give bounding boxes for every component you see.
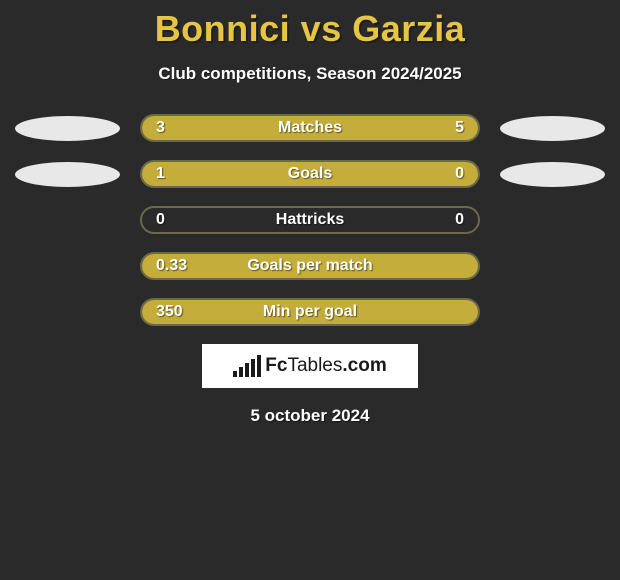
- comparison-container: Bonnici vs Garzia Club competitions, Sea…: [0, 0, 620, 426]
- stat-label: Goals per match: [247, 257, 372, 275]
- stat-row-goals-per-match: 0.33 Goals per match: [0, 252, 620, 280]
- stat-value-right: 5: [455, 119, 464, 137]
- stat-value-left: 0.33: [156, 257, 187, 275]
- oval-spacer: [500, 208, 605, 233]
- oval-spacer: [15, 300, 120, 325]
- stat-value-left: 1: [156, 165, 165, 183]
- stats-area: 3 Matches 5 1 Goals 0: [0, 114, 620, 326]
- stat-row-goals: 1 Goals 0: [0, 160, 620, 188]
- stat-value-right: 0: [455, 165, 464, 183]
- subtitle: Club competitions, Season 2024/2025: [0, 64, 620, 84]
- stat-bar: 350 Min per goal: [140, 298, 480, 326]
- logo-text-a: Fc: [265, 355, 287, 376]
- page-title: Bonnici vs Garzia: [0, 8, 620, 50]
- stat-bar: 3 Matches 5: [140, 114, 480, 142]
- stat-label: Hattricks: [276, 211, 344, 229]
- oval-spacer: [500, 300, 605, 325]
- logo-text-b: Tables: [287, 355, 342, 376]
- stat-value-left: 0: [156, 211, 165, 229]
- logo-bars-icon: [233, 355, 261, 377]
- player-right-oval: [500, 162, 605, 187]
- stat-value-left: 350: [156, 303, 183, 321]
- logo-text-c: .com: [342, 355, 386, 376]
- stat-row-matches: 3 Matches 5: [0, 114, 620, 142]
- stat-label: Goals: [288, 165, 332, 183]
- stat-row-hattricks: 0 Hattricks 0: [0, 206, 620, 234]
- oval-spacer: [15, 254, 120, 279]
- stat-label: Min per goal: [263, 303, 357, 321]
- stat-bar: 1 Goals 0: [140, 160, 480, 188]
- stat-bar: 0.33 Goals per match: [140, 252, 480, 280]
- bar-right-fill: [404, 162, 478, 186]
- stat-value-right: 0: [455, 211, 464, 229]
- stat-label: Matches: [278, 119, 342, 137]
- oval-spacer: [500, 254, 605, 279]
- stat-bar: 0 Hattricks 0: [140, 206, 480, 234]
- stat-row-min-per-goal: 350 Min per goal: [0, 298, 620, 326]
- logo-text: FcTables.com: [265, 355, 386, 377]
- player-left-oval: [15, 116, 120, 141]
- bar-left-fill: [142, 162, 404, 186]
- player-left-oval: [15, 162, 120, 187]
- stat-value-left: 3: [156, 119, 165, 137]
- date-label: 5 october 2024: [0, 406, 620, 426]
- player-right-oval: [500, 116, 605, 141]
- oval-spacer: [15, 208, 120, 233]
- fctables-logo[interactable]: FcTables.com: [202, 344, 418, 388]
